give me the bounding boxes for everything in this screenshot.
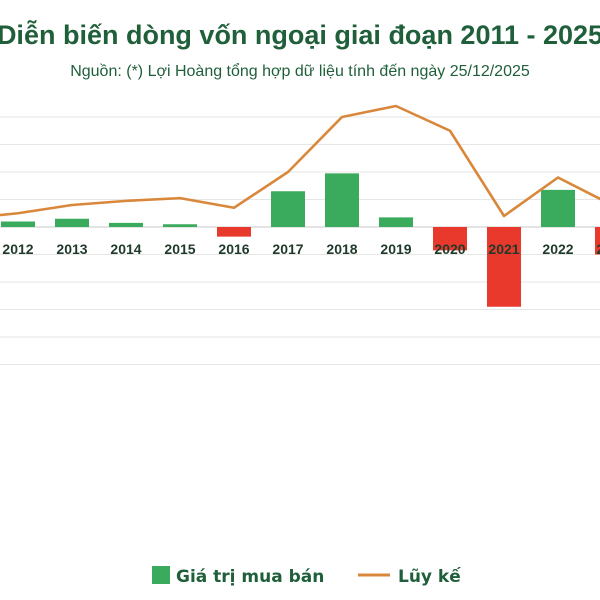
bar-2014 (109, 222, 143, 227)
x-tick-labels: 2012 2013 2014 2015 2016 2017 2018 2019 2020 2021… (2, 241, 600, 257)
x-tick-label: 2017 (272, 241, 303, 257)
line-point-2014 (125, 200, 127, 202)
bar-2018 (325, 173, 359, 227)
bar-2017 (271, 191, 305, 227)
bar-2015 (163, 224, 197, 227)
legend: Giá trị mua bán Lũy kế (152, 566, 461, 587)
bar-2012 (1, 221, 35, 227)
x-tick-label: 2015 (164, 241, 195, 257)
bar-2016 (217, 227, 251, 237)
chart-title: Diễn biến dòng vốn ngoại giai đoạn 2011 … (0, 19, 600, 50)
line-point-2012 (17, 212, 19, 214)
bar-2021 (487, 227, 521, 307)
line-series (0, 104, 600, 218)
line-point-2019 (395, 105, 397, 107)
bar-2020 (433, 227, 467, 251)
chart-subtitle: Nguồn: (*) Lợi Hoàng tổng hợp dữ liệu tí… (70, 62, 530, 80)
x-tick-label: 2022 (542, 241, 573, 257)
bar-2013 (55, 218, 89, 227)
bar-2022 (541, 189, 575, 227)
line-point-2013 (71, 204, 73, 206)
bar-2019 (379, 217, 413, 227)
line-point-2015 (179, 197, 181, 199)
line-point-2020 (449, 130, 451, 132)
legend-label-line: Lũy kế (398, 566, 461, 587)
line-point-2022 (557, 177, 559, 178)
legend-label-bar: Giá trị mua bán (176, 567, 324, 587)
x-tick-label: 2018 (326, 241, 357, 257)
line-point-2017 (287, 171, 289, 173)
x-tick-label: 2023 (596, 241, 600, 257)
x-tick-label: 2016 (218, 241, 249, 257)
line-point-2021 (503, 215, 505, 217)
x-tick-label: 2021 (488, 241, 519, 257)
x-tick-label: 2013 (56, 241, 87, 257)
x-tick-label: 2012 (2, 241, 33, 257)
x-tick-label: 2019 (380, 241, 411, 257)
x-tick-label: 2020 (434, 241, 465, 257)
bar-2023 (595, 227, 600, 255)
line-point-2016 (233, 207, 235, 209)
line-point-2018 (341, 116, 343, 118)
legend-swatch-bar (152, 566, 170, 584)
bar-series (1, 173, 600, 307)
x-tick-label: 2014 (110, 241, 141, 257)
